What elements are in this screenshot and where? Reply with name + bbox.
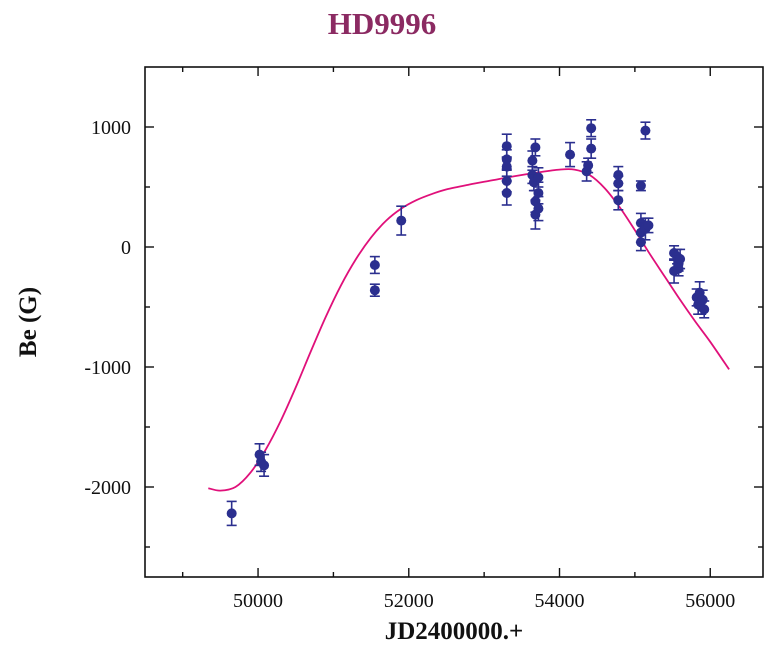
x-tick-label: 56000 — [685, 590, 735, 612]
data-point — [586, 138, 597, 159]
point-marker — [643, 220, 654, 231]
point-marker — [583, 160, 594, 171]
point-marker — [396, 215, 407, 226]
fit-curve — [208, 168, 730, 492]
x-tick-label: 54000 — [535, 590, 585, 612]
point-marker — [533, 203, 544, 214]
data-point — [565, 141, 576, 168]
data-point — [635, 180, 646, 192]
point-marker — [675, 254, 686, 264]
data-point — [675, 248, 686, 270]
data-point — [533, 195, 544, 222]
data-point — [259, 453, 270, 478]
x-tick-label: 52000 — [384, 590, 434, 612]
point-marker — [565, 149, 576, 160]
y-tick-label: -1000 — [84, 357, 131, 379]
x-axis-label: JD2400000.+ — [384, 618, 524, 645]
point-marker — [527, 155, 538, 166]
data-point — [226, 500, 237, 527]
point-marker — [697, 294, 708, 305]
point-marker — [613, 170, 624, 180]
point-marker — [533, 172, 544, 183]
point-marker — [501, 141, 512, 152]
data-point — [369, 255, 380, 275]
axis-tick-labels: 50000 52000 54000 56000 1000 0 -1000 -2000 — [84, 117, 735, 612]
plot-frame — [144, 66, 764, 578]
point-marker — [613, 178, 624, 189]
data-point — [530, 138, 541, 157]
point-marker — [226, 508, 237, 519]
data-point — [640, 121, 651, 140]
data-point — [699, 300, 710, 319]
point-marker — [586, 143, 597, 154]
point-marker — [259, 460, 270, 471]
point-marker — [369, 260, 380, 270]
data-point — [613, 189, 624, 211]
point-marker — [501, 188, 512, 198]
y-tick-label: -2000 — [84, 477, 131, 499]
data-point — [586, 119, 597, 138]
point-marker — [613, 195, 624, 206]
data-points — [226, 119, 710, 527]
data-point — [501, 180, 512, 206]
x-tick-label: 50000 — [233, 590, 283, 612]
y-tick-label: 0 — [121, 237, 131, 259]
axis-ticks — [145, 67, 763, 577]
point-marker — [501, 161, 512, 172]
data-point — [635, 233, 646, 252]
point-marker — [635, 180, 646, 191]
point-marker — [369, 285, 380, 296]
point-marker — [699, 304, 710, 315]
data-point — [396, 205, 407, 236]
y-tick-label: 1000 — [91, 117, 131, 139]
data-point — [643, 217, 654, 234]
point-marker — [640, 125, 651, 136]
y-axis-label: Be (G) — [15, 286, 42, 358]
chart-title: HD9996 — [327, 6, 437, 41]
point-marker — [533, 188, 544, 198]
point-marker — [530, 142, 541, 153]
point-marker — [635, 237, 646, 248]
data-point — [369, 283, 380, 298]
point-marker — [586, 123, 597, 134]
